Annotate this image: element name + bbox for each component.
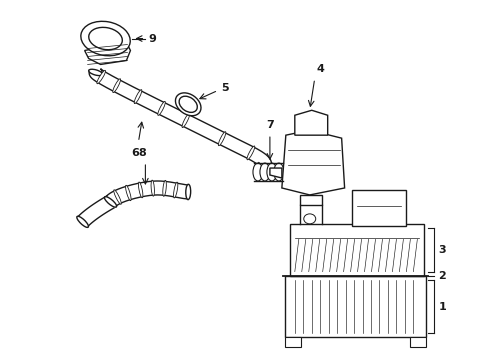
Text: 9: 9 [148, 33, 156, 44]
Polygon shape [270, 168, 282, 178]
Text: 6: 6 [131, 148, 139, 158]
Ellipse shape [186, 184, 191, 200]
Ellipse shape [104, 197, 117, 207]
Text: 5: 5 [221, 84, 229, 93]
Ellipse shape [89, 27, 122, 50]
Ellipse shape [179, 96, 197, 112]
Text: 1: 1 [438, 302, 446, 311]
Polygon shape [282, 130, 344, 195]
Text: 7: 7 [266, 120, 274, 130]
Ellipse shape [260, 163, 270, 181]
Ellipse shape [89, 69, 102, 76]
Text: 2: 2 [438, 271, 446, 281]
Polygon shape [89, 69, 271, 167]
Ellipse shape [139, 182, 143, 198]
Text: 3: 3 [438, 245, 446, 255]
Ellipse shape [274, 163, 284, 181]
Polygon shape [290, 224, 424, 276]
Polygon shape [285, 337, 301, 347]
Polygon shape [285, 276, 426, 337]
Ellipse shape [163, 180, 166, 196]
Ellipse shape [247, 146, 255, 160]
Polygon shape [300, 195, 322, 205]
Polygon shape [85, 42, 130, 64]
Ellipse shape [114, 190, 122, 204]
Polygon shape [105, 181, 188, 206]
Ellipse shape [97, 71, 105, 84]
Ellipse shape [113, 79, 121, 93]
Ellipse shape [219, 132, 226, 146]
Ellipse shape [173, 182, 178, 198]
Polygon shape [77, 196, 114, 227]
Text: 8: 8 [139, 148, 147, 158]
Polygon shape [352, 190, 406, 226]
Ellipse shape [182, 113, 190, 127]
Ellipse shape [134, 90, 142, 104]
Ellipse shape [125, 185, 131, 201]
Text: 4: 4 [317, 64, 324, 75]
Ellipse shape [175, 93, 201, 116]
Ellipse shape [77, 216, 88, 228]
Polygon shape [410, 337, 426, 347]
Ellipse shape [158, 102, 165, 116]
Ellipse shape [304, 214, 316, 224]
Ellipse shape [151, 180, 154, 196]
Ellipse shape [253, 163, 263, 181]
Polygon shape [295, 110, 328, 135]
Ellipse shape [267, 163, 277, 181]
Ellipse shape [81, 21, 130, 56]
